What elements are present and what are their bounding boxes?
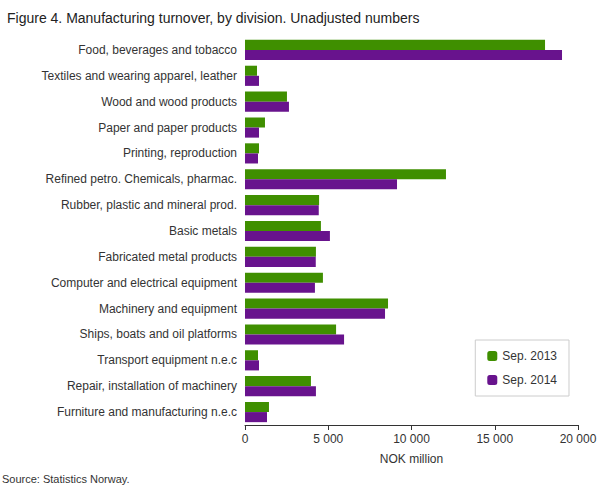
svg-text:Furniture and manufacturing n.: Furniture and manufacturing n.e.c (57, 405, 237, 419)
svg-text:Figure 4. Manufacturing turnov: Figure 4. Manufacturing turnover, by div… (7, 10, 419, 26)
svg-text:Source: Statistics Norway.: Source: Statistics Norway. (2, 473, 130, 485)
svg-text:Textiles and wearing apparel,: Textiles and wearing apparel, leather (42, 69, 237, 83)
svg-text:Rubber, plastic and mineral pr: Rubber, plastic and mineral prod. (61, 198, 237, 212)
svg-text:Transport equipment n.e.c: Transport equipment n.e.c (97, 353, 237, 367)
svg-text:Computer and electrical equipm: Computer and electrical equipment (51, 276, 238, 290)
svg-text:Refined petro. Chemicals, phar: Refined petro. Chemicals, pharmac. (46, 172, 237, 186)
svg-text:Basic metals: Basic metals (169, 224, 237, 238)
svg-text:Sep. 2014: Sep. 2014 (502, 373, 557, 387)
svg-text:Sep. 2013: Sep. 2013 (502, 349, 557, 363)
svg-text:Wood and wood products: Wood and wood products (101, 95, 237, 109)
svg-text:Food, beverages and tobacco: Food, beverages and tobacco (78, 43, 237, 57)
svg-text:0: 0 (242, 432, 249, 446)
svg-text:15 000: 15 000 (476, 432, 513, 446)
svg-text:Fabricated metal products: Fabricated metal products (98, 250, 237, 264)
svg-text:Paper and paper products: Paper and paper products (98, 121, 237, 135)
svg-text:Repair, installation of machin: Repair, installation of machinery (67, 379, 237, 393)
svg-text:10 000: 10 000 (393, 432, 430, 446)
svg-text:20 000: 20 000 (560, 432, 597, 446)
svg-text:NOK million: NOK million (380, 452, 443, 466)
svg-text:Machinery and equipment: Machinery and equipment (99, 302, 238, 316)
svg-text:Printing, reproduction: Printing, reproduction (123, 146, 237, 160)
svg-text:Ships, boats and oil platforms: Ships, boats and oil platforms (80, 327, 237, 341)
svg-text:5 000: 5 000 (313, 432, 343, 446)
